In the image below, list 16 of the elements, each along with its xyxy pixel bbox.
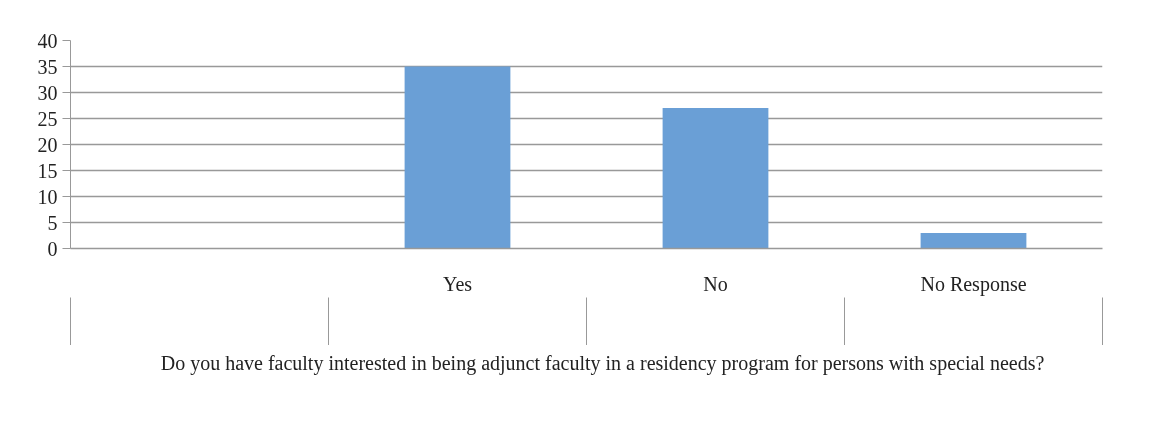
y-tick-label: 0 [47, 237, 58, 260]
y-tick-label: 10 [37, 185, 58, 208]
y-tick-label: 30 [37, 81, 58, 104]
x-axis-title: Do you have faculty interested in being adjunct faculty in a residency program for persons with special needs? [160, 351, 1045, 376]
x-tick-label: No [703, 272, 728, 295]
y-tick-label: 35 [37, 55, 58, 78]
y-tick-label: 40 [37, 29, 58, 52]
y-tick-label: 5 [47, 211, 58, 234]
bar [920, 232, 1027, 249]
bar [404, 66, 511, 249]
y-tick-label: 25 [37, 107, 58, 130]
y-tick-label: 20 [37, 133, 58, 156]
y-tick-label: 15 [37, 159, 58, 182]
x-tick-label: Yes [442, 272, 473, 295]
bar [662, 108, 769, 249]
x-tick-label: No Response [920, 272, 1027, 296]
